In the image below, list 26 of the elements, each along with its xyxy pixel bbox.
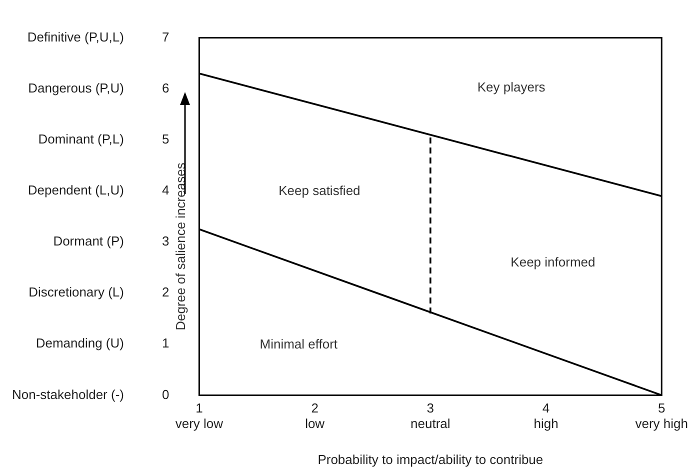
category-label: Non-stakeholder (-) <box>12 386 124 402</box>
y-tick-label: 2 <box>162 284 170 300</box>
annotation: Keep satisfied <box>278 183 360 198</box>
x-tick-label: 4 high <box>534 400 558 432</box>
y-tick-label: 7 <box>162 29 170 44</box>
annotation: Minimal effort <box>260 336 338 352</box>
category-label: Dependent (L,U) <box>28 182 124 198</box>
category-label: Discretionary (L) <box>28 284 124 300</box>
category-label: Definitive (P,U,L) <box>27 29 124 44</box>
y-tick-label: 0 <box>162 386 170 402</box>
y-tick-label: 6 <box>162 80 170 96</box>
y-tick-label: 3 <box>162 234 170 249</box>
annotation: Key players <box>477 79 546 94</box>
y-tick-label: 5 <box>162 131 170 146</box>
annotation: Keep informed <box>510 254 596 270</box>
y-tick-label: 1 <box>162 336 170 351</box>
x-tick-label: 2 low <box>305 400 326 432</box>
x-tick-label: 3 neutral <box>410 400 450 432</box>
x-tick-label: 5 very high <box>635 400 688 432</box>
x-axis-title: Probability to impact/ability to contribue <box>318 452 544 467</box>
category-label: Demanding (U) <box>36 336 124 351</box>
category-label: Dominant (P,L) <box>38 131 124 146</box>
x-tick-label: 1 very low <box>175 400 224 432</box>
y-tick-label: 4 <box>162 182 170 198</box>
category-label: Dangerous (P,U) <box>28 80 124 96</box>
category-label: Dormant (P) <box>53 234 124 249</box>
